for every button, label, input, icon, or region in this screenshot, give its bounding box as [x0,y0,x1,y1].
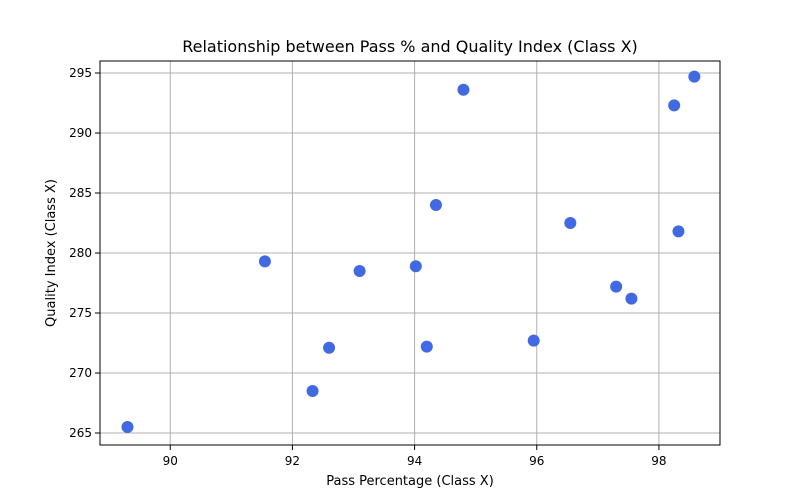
y-tick-label: 285 [69,186,92,200]
data-point [457,83,470,96]
x-tick-label: 96 [529,454,544,468]
y-tick-label: 265 [69,426,92,440]
data-point [420,340,433,353]
data-point [429,199,442,211]
data-point [258,255,271,268]
y-axis-label: Quality Index (Class X) [44,179,59,327]
grid [100,61,720,445]
x-tick-label: 94 [407,454,422,468]
y-tick-label: 290 [69,126,92,140]
data-point [353,265,366,277]
data-point [688,70,701,83]
data-point [409,260,422,273]
data-point [306,385,319,397]
data-point [527,334,540,347]
data-point [121,421,134,433]
data-points [121,70,701,433]
x-tick-label: 98 [651,454,666,468]
data-point [672,225,685,238]
y-tick-label: 270 [69,366,92,380]
data-point [668,99,681,112]
data-point [625,292,638,305]
data-point [610,280,623,293]
data-point [323,341,336,354]
x-tick-label: 90 [163,454,178,468]
y-tick-label: 295 [69,66,92,80]
x-tick-label: 92 [285,454,300,468]
chart-title: Relationship between Pass % and Quality … [182,37,638,56]
y-tick-label: 275 [69,306,92,320]
x-axis-label: Pass Percentage (Class X) [326,474,494,489]
axis-ticks: 90 92 94 96 98 265 270 275 280 285 290 295 [69,66,666,468]
data-point [564,217,577,229]
y-tick-label: 280 [69,246,92,260]
